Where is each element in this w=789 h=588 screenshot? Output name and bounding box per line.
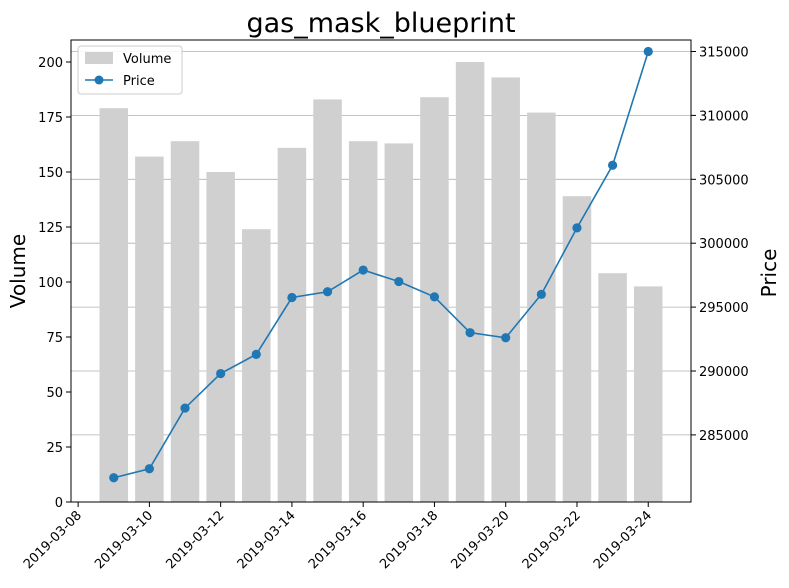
x-tick-label-2019-03-10: 2019-03-10 — [92, 508, 156, 572]
volume-bars — [99, 62, 663, 503]
price-point-2019-03-11 — [180, 403, 190, 413]
legend-volume-swatch — [85, 52, 113, 64]
left-tick-label-125: 125 — [38, 221, 63, 236]
legend-volume-label: Volume — [123, 52, 171, 67]
gridlines — [71, 51, 691, 436]
volume-bar-2019-03-22 — [562, 196, 592, 502]
left-tick-label-175: 175 — [38, 111, 63, 126]
left-tick-label-150: 150 — [38, 166, 63, 181]
volume-bar-2019-03-15 — [313, 99, 342, 503]
price-point-2019-03-15 — [322, 287, 333, 297]
left-axis-title: Volume — [6, 234, 30, 308]
price-point-2019-03-12 — [216, 368, 226, 379]
price-point-2019-03-24 — [643, 46, 653, 57]
right-tick-label-300000: 300000 — [699, 237, 749, 252]
x-tick-label-2019-03-08: 2019-03-08 — [21, 508, 85, 572]
chart-title: gas_mask_blueprint — [246, 8, 515, 39]
right-tick-label-315000: 315000 — [699, 46, 749, 61]
left-tick-label-200: 200 — [38, 56, 63, 71]
volume-bar-2019-03-16 — [348, 141, 378, 502]
right-axis-title: Price — [757, 249, 781, 298]
x-tick-label-2019-03-20: 2019-03-20 — [449, 508, 513, 572]
left-tick-label-100: 100 — [38, 276, 63, 291]
price-line — [113, 51, 650, 479]
x-tick-label-2019-03-24: 2019-03-24 — [591, 508, 655, 572]
volume-bar-2019-03-12 — [206, 172, 235, 502]
volume-bar-2019-03-14 — [277, 147, 307, 503]
left-tick-label-25: 25 — [46, 441, 63, 456]
volume-bar-2019-03-19 — [455, 62, 485, 502]
x-tick-label-2019-03-12: 2019-03-12 — [163, 508, 227, 572]
volume-bar-2019-03-10 — [135, 156, 164, 502]
price-point-2019-03-09 — [109, 473, 119, 483]
volume-bar-2019-03-24 — [633, 286, 663, 502]
price-point-2019-03-10 — [144, 464, 154, 474]
left-tick-label-0: 0 — [55, 496, 63, 511]
price-line-series — [109, 46, 653, 483]
price-point-2019-03-21 — [536, 289, 546, 299]
x-axis: 2019-03-08 2019-03-10 2019-03-12 2019-03-14… — [21, 502, 655, 572]
price-point-2019-03-18 — [429, 292, 440, 302]
price-point-2019-03-23 — [608, 160, 618, 170]
price-point-2019-03-20 — [501, 333, 511, 343]
x-tick-label-2019-03-16: 2019-03-16 — [306, 508, 370, 572]
left-tick-label-75: 75 — [46, 331, 63, 346]
volume-bar-2019-03-09 — [99, 108, 129, 502]
volume-bar-2019-03-11 — [170, 141, 200, 502]
price-point-2019-03-22 — [572, 223, 582, 233]
left-y-axis: 0 25 50 75 100 125 150 175 200 — [38, 56, 71, 511]
volume-bar-2019-03-13 — [242, 229, 271, 502]
price-point-2019-03-17 — [394, 276, 404, 287]
legend-price-label: Price — [123, 74, 155, 89]
volume-bar-2019-03-21 — [527, 112, 556, 502]
legend-price-marker — [94, 75, 104, 85]
right-tick-label-290000: 290000 — [699, 365, 749, 380]
price-point-2019-03-14 — [287, 292, 297, 303]
price-point-2019-03-19 — [465, 328, 475, 338]
volume-bar-2019-03-23 — [598, 273, 627, 502]
legend: Volume Price — [77, 45, 183, 95]
volume-bar-2019-03-17 — [384, 143, 414, 502]
price-point-2019-03-16 — [358, 265, 368, 275]
plot-frame — [70, 39, 692, 503]
price-point-2019-03-13 — [251, 349, 261, 359]
x-tick-label-2019-03-22: 2019-03-22 — [520, 508, 584, 572]
right-y-axis: 285000 290000 295000 300000 305000 310000 3150… — [691, 46, 749, 444]
volume-bar-2019-03-20 — [491, 77, 520, 503]
x-tick-label-2019-03-14: 2019-03-14 — [235, 508, 299, 572]
x-tick-label-2019-03-18: 2019-03-18 — [377, 508, 441, 572]
right-tick-label-285000: 285000 — [699, 429, 749, 444]
right-tick-label-310000: 310000 — [699, 109, 749, 124]
left-tick-label-50: 50 — [46, 386, 63, 401]
right-tick-label-305000: 305000 — [699, 173, 749, 188]
right-tick-label-295000: 295000 — [699, 301, 749, 316]
